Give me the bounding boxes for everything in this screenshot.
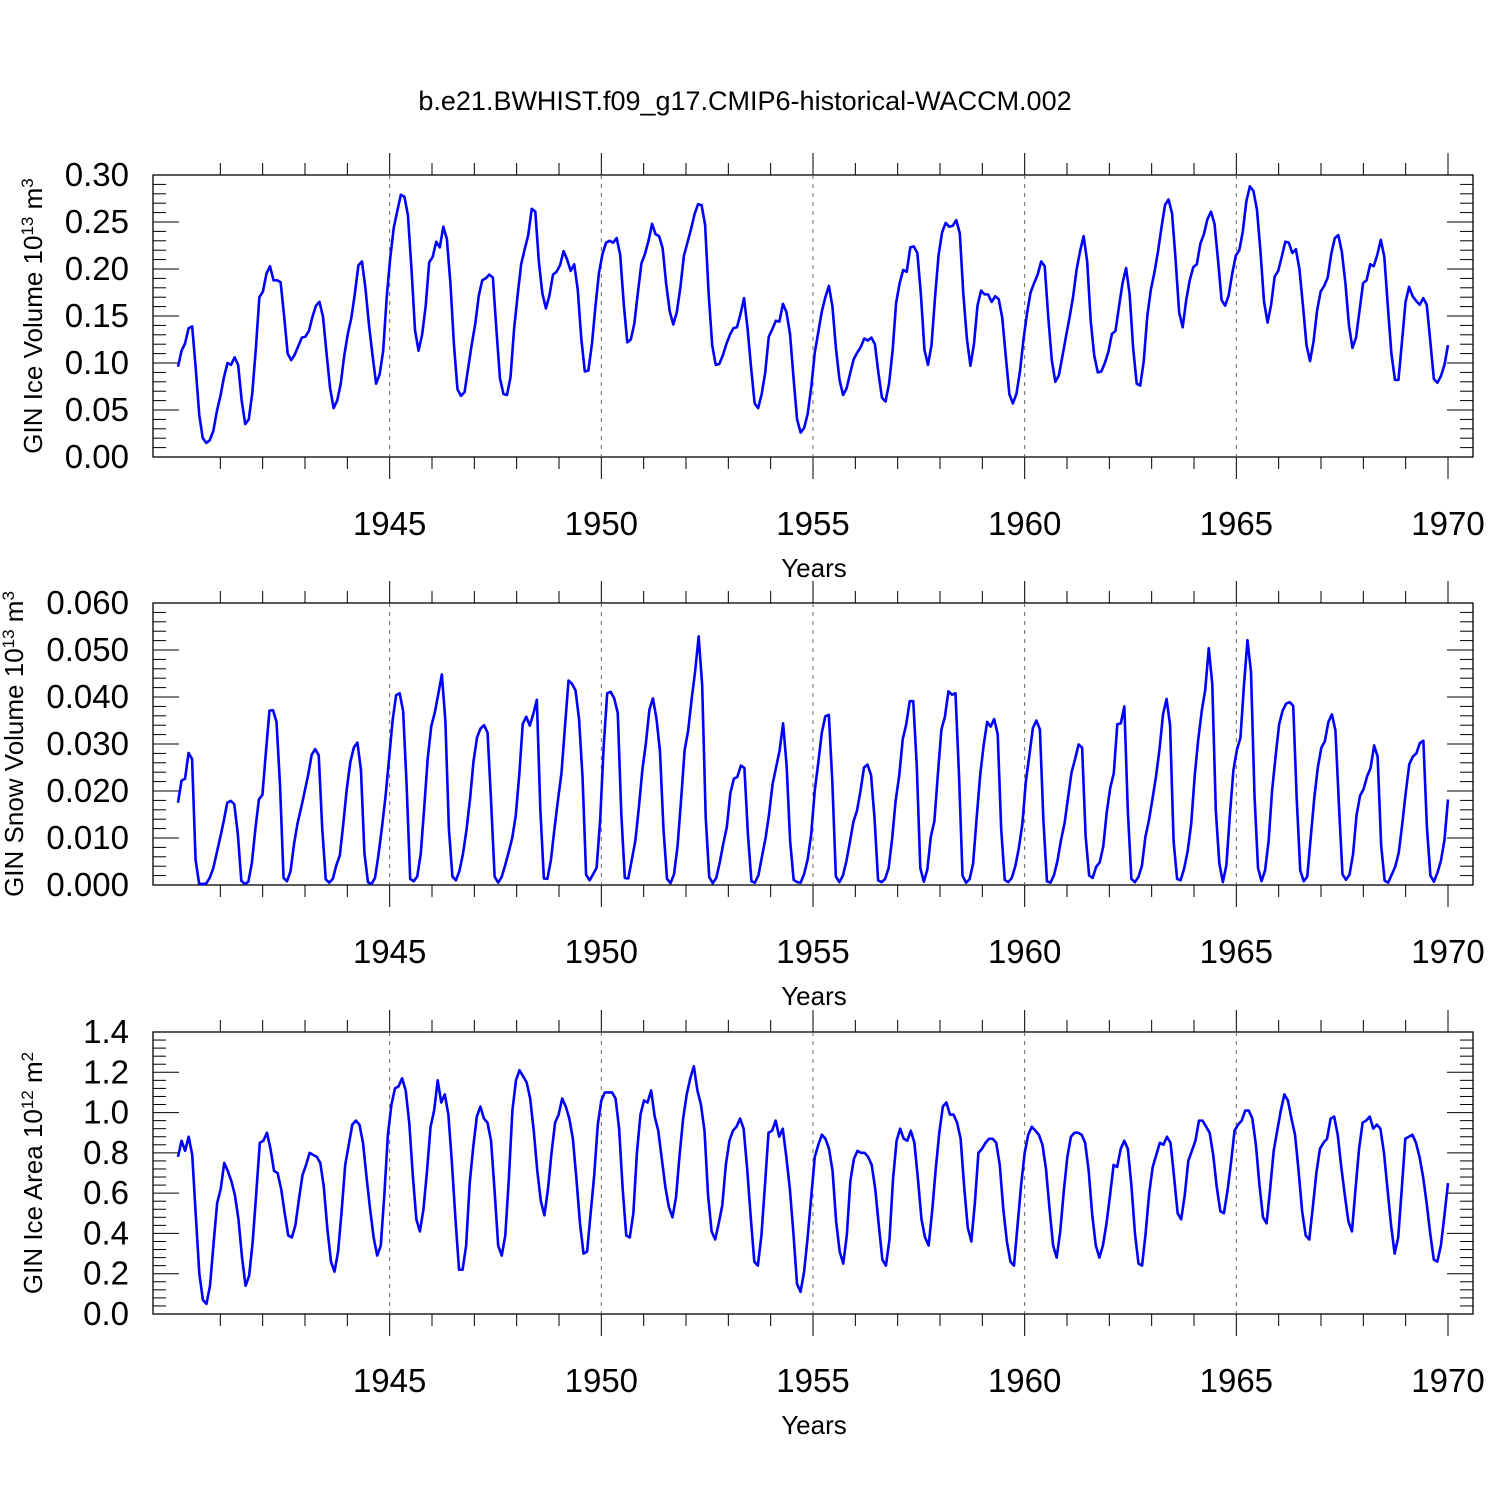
y-tick-label: 0.10 — [65, 344, 129, 381]
series-line-1 — [176, 635, 1450, 886]
y-tick-label: 1.2 — [83, 1053, 129, 1090]
x-axis-label: Years — [781, 1410, 847, 1440]
x-tick-label-1955: 1955 — [776, 933, 849, 970]
x-tick-label-1945: 1945 — [353, 505, 426, 542]
y-tick-label: 0.25 — [65, 203, 129, 240]
y-tick-label: 0.05 — [65, 391, 129, 428]
y-tick-label: 0.000 — [46, 866, 129, 903]
x-tick-label-1960: 1960 — [988, 1362, 1061, 1399]
x-tick-label-1950: 1950 — [565, 1362, 638, 1399]
x-tick-label-1960: 1960 — [988, 505, 1061, 542]
x-tick-label-1960: 1960 — [988, 933, 1061, 970]
series-line-1 — [176, 1064, 1450, 1306]
x-tick-label-1950: 1950 — [565, 505, 638, 542]
plot-frame — [152, 602, 1474, 886]
figure-title: b.e21.BWHIST.f09_g17.CMIP6-historical-WA… — [418, 86, 1071, 116]
series-line-1 — [176, 184, 1450, 445]
x-tick-label-1955: 1955 — [776, 505, 849, 542]
x-tick-label-1965: 1965 — [1200, 933, 1273, 970]
y-tick-label: 0.6 — [83, 1174, 129, 1211]
y-axis-label: GIN Ice Volume 1013 m3 — [18, 178, 49, 454]
y-axis-label: GIN Snow Volume 1013 m3 — [0, 591, 29, 897]
y-tick-label: 0.2 — [83, 1255, 129, 1292]
chart-panel-2: 1945 1950 1955 1960 1965 1970 Years 0.000 0.010 0… — [0, 581, 1485, 1011]
x-tick-label-1965: 1965 — [1200, 505, 1273, 542]
x-tick-label-1945: 1945 — [353, 933, 426, 970]
y-tick-label: 0.030 — [46, 725, 129, 762]
y-tick-label: 0.00 — [65, 438, 129, 475]
x-axis-label: Years — [781, 553, 847, 583]
x-tick-label-1955: 1955 — [776, 1362, 849, 1399]
y-tick-label: 0.15 — [65, 297, 129, 334]
chart-panel-3: 1945 1950 1955 1960 1965 1970Years0.00.20.40.… — [18, 1010, 1485, 1440]
y-axis-label: GIN Ice Area 1012 m2 — [18, 1052, 49, 1294]
y-tick-label: 1.0 — [83, 1094, 129, 1131]
x-tick-label-1945: 1945 — [353, 1362, 426, 1399]
y-tick-label: 0.060 — [46, 584, 129, 621]
y-tick-label: 0.020 — [46, 772, 129, 809]
x-tick-label-1950: 1950 — [565, 933, 638, 970]
y-tick-label: 0.010 — [46, 819, 129, 856]
y-tick-label: 0.0 — [83, 1295, 129, 1332]
y-tick-label: 0.4 — [83, 1214, 129, 1251]
x-tick-label-1970: 1970 — [1411, 1362, 1484, 1399]
x-tick-label-1970: 1970 — [1411, 505, 1484, 542]
x-axis-label: Years — [781, 981, 847, 1011]
y-tick-label: 0.040 — [46, 678, 129, 715]
x-tick-label-1970: 1970 — [1411, 933, 1484, 970]
y-tick-label: 0.8 — [83, 1134, 129, 1171]
y-tick-label: 0.20 — [65, 250, 129, 287]
chart-panel-1: 1945 1950 1955 1960 1965 1970 Years 0.00 0.05 0.1… — [18, 153, 1485, 583]
x-tick-label-1965: 1965 — [1200, 1362, 1273, 1399]
y-tick-label: 1.4 — [83, 1013, 129, 1050]
y-tick-label: 0.30 — [65, 156, 129, 193]
y-tick-label: 0.050 — [46, 631, 129, 668]
